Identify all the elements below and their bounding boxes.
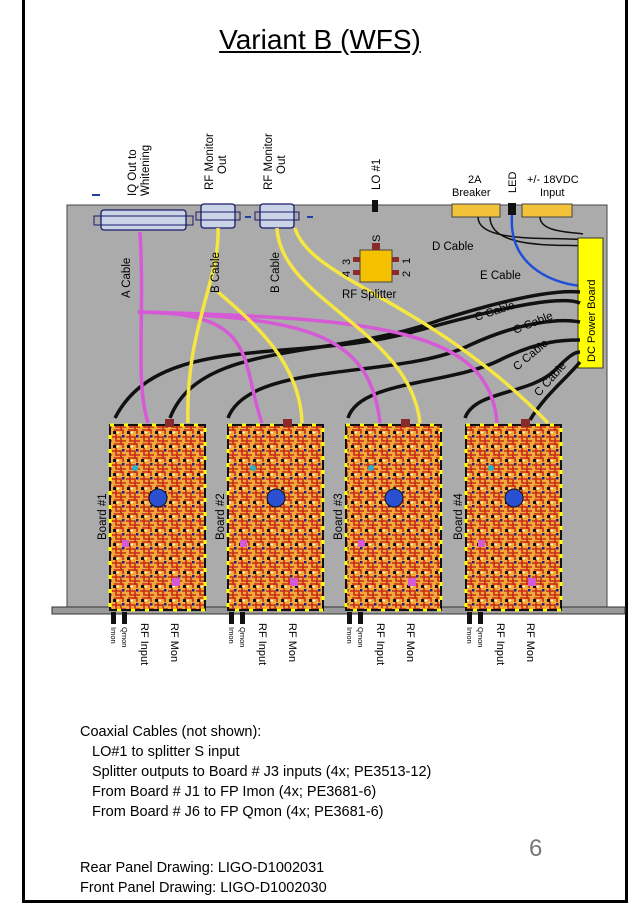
splitter-label: RF Splitter xyxy=(342,289,396,301)
dc-input-label-1: +/- 18VDC xyxy=(527,174,579,186)
iq-out-label-2: Whitening xyxy=(140,145,152,196)
rf-monitor-connector-2 xyxy=(259,203,295,229)
splitter-port-4: 4 xyxy=(341,271,353,277)
svg-text:RF Mon: RF Mon xyxy=(168,623,180,662)
board-1-label: Board #1 xyxy=(97,493,109,540)
svg-text:RF Input: RF Input xyxy=(374,623,386,665)
page-title: Variant B (WFS) xyxy=(219,24,421,55)
b-cable-label-2: B Cable xyxy=(270,252,282,293)
dc-power-board xyxy=(577,237,604,369)
dc-input-connector xyxy=(521,203,573,218)
iq-out-label-1: IQ Out to xyxy=(127,149,139,196)
rf-monitor-2-label-1: RF Monitor xyxy=(263,133,275,190)
a-cables xyxy=(137,231,499,424)
board-4 xyxy=(464,419,563,612)
front-panel-drawing: Front Panel Drawing: LIGO-D1002030 xyxy=(80,880,327,896)
iq-out-connector-shell xyxy=(93,215,194,226)
led-label: LED xyxy=(507,172,519,193)
splitter-port-s: S xyxy=(371,235,383,242)
a-cable-label: A Cable xyxy=(121,258,133,298)
svg-text:RF Mon: RF Mon xyxy=(524,623,536,662)
board-1 xyxy=(108,419,207,612)
front-labels-board-2: Imon Qmon RF Input RF Mon xyxy=(227,623,298,665)
board-4-label: Board #4 xyxy=(453,493,465,540)
led-connector xyxy=(508,203,516,215)
svg-text:Imon: Imon xyxy=(109,627,118,644)
svg-text:Qmon: Qmon xyxy=(238,627,247,647)
chassis-front-rail xyxy=(51,606,626,615)
board-3-label: Board #3 xyxy=(333,493,345,540)
rf-monitor-1-label-2: Out xyxy=(217,155,229,174)
dc-power-board-label: DC Power Board xyxy=(586,279,598,362)
svg-text:Qmon: Qmon xyxy=(476,627,485,647)
d-cable-wire xyxy=(477,216,584,241)
svg-text:RF Input: RF Input xyxy=(138,623,150,665)
front-labels-board-3: Imon Qmon RF Input RF Mon xyxy=(345,623,416,665)
front-labels-board-1: Imon Qmon RF Input RF Mon xyxy=(109,623,180,665)
svg-text:RF Mon: RF Mon xyxy=(286,623,298,662)
svg-text:RF Mon: RF Mon xyxy=(404,623,416,662)
lo-connector xyxy=(372,200,378,212)
svg-text:Imon: Imon xyxy=(345,627,354,644)
notes-heading: Coaxial Cables (not shown): xyxy=(80,724,262,740)
front-labels-board-4: Imon Qmon RF Input RF Mon xyxy=(465,623,536,665)
b-cables xyxy=(186,227,550,425)
board-3 xyxy=(344,419,443,612)
coaxial-cable-notes: Coaxial Cables (not shown): LO#1 to spli… xyxy=(80,722,431,822)
notes-line: LO#1 to splitter S input xyxy=(92,744,240,760)
b-cable-label-1: B Cable xyxy=(210,252,222,293)
board-2-label: Board #2 xyxy=(215,493,227,540)
notes-line: Splitter outputs to Board # J3 inputs (4… xyxy=(92,764,432,780)
svg-text:Qmon: Qmon xyxy=(120,627,129,647)
splitter-port-3: 3 xyxy=(341,259,353,265)
e-cable-label: E Cable xyxy=(480,270,521,282)
dc-input-label-2: Input xyxy=(540,187,564,199)
rear-panel-drawing: Rear Panel Drawing: LIGO-D1002031 xyxy=(80,860,325,876)
rf-monitor-2-label-2: Out xyxy=(276,155,288,174)
breaker-label-1: 2A xyxy=(468,174,482,186)
rf-monitor-connector-1 xyxy=(200,203,236,229)
notes-line: From Board # J6 to FP Qmon (4x; PE3681-6… xyxy=(92,804,384,820)
rf-splitter xyxy=(359,249,393,283)
iq-out-connector xyxy=(100,209,187,231)
splitter-port-2: 2 xyxy=(401,271,413,277)
svg-text:Imon: Imon xyxy=(465,627,474,644)
board-2 xyxy=(226,419,325,612)
e-cable-wire xyxy=(510,214,584,288)
breaker-label-2: Breaker xyxy=(452,187,491,199)
svg-text:Imon: Imon xyxy=(227,627,236,644)
svg-text:RF Input: RF Input xyxy=(494,623,506,665)
svg-text:Qmon: Qmon xyxy=(356,627,365,647)
d-cable-label: D Cable xyxy=(432,241,474,253)
breaker-connector xyxy=(451,203,501,218)
drawing-references: Rear Panel Drawing: LIGO-D1002031 Front … xyxy=(80,858,327,898)
page-number: 6 xyxy=(529,835,543,862)
splitter-port-1: 1 xyxy=(401,258,413,264)
front-connectors xyxy=(111,612,483,624)
page-frame xyxy=(22,0,628,903)
lo-label: LO #1 xyxy=(371,159,383,190)
notes-line: From Board # J1 to FP Imon (4x; PE3681-6… xyxy=(92,784,377,800)
rf-monitor-1-label-1: RF Monitor xyxy=(204,133,216,190)
svg-text:RF Input: RF Input xyxy=(256,623,268,665)
